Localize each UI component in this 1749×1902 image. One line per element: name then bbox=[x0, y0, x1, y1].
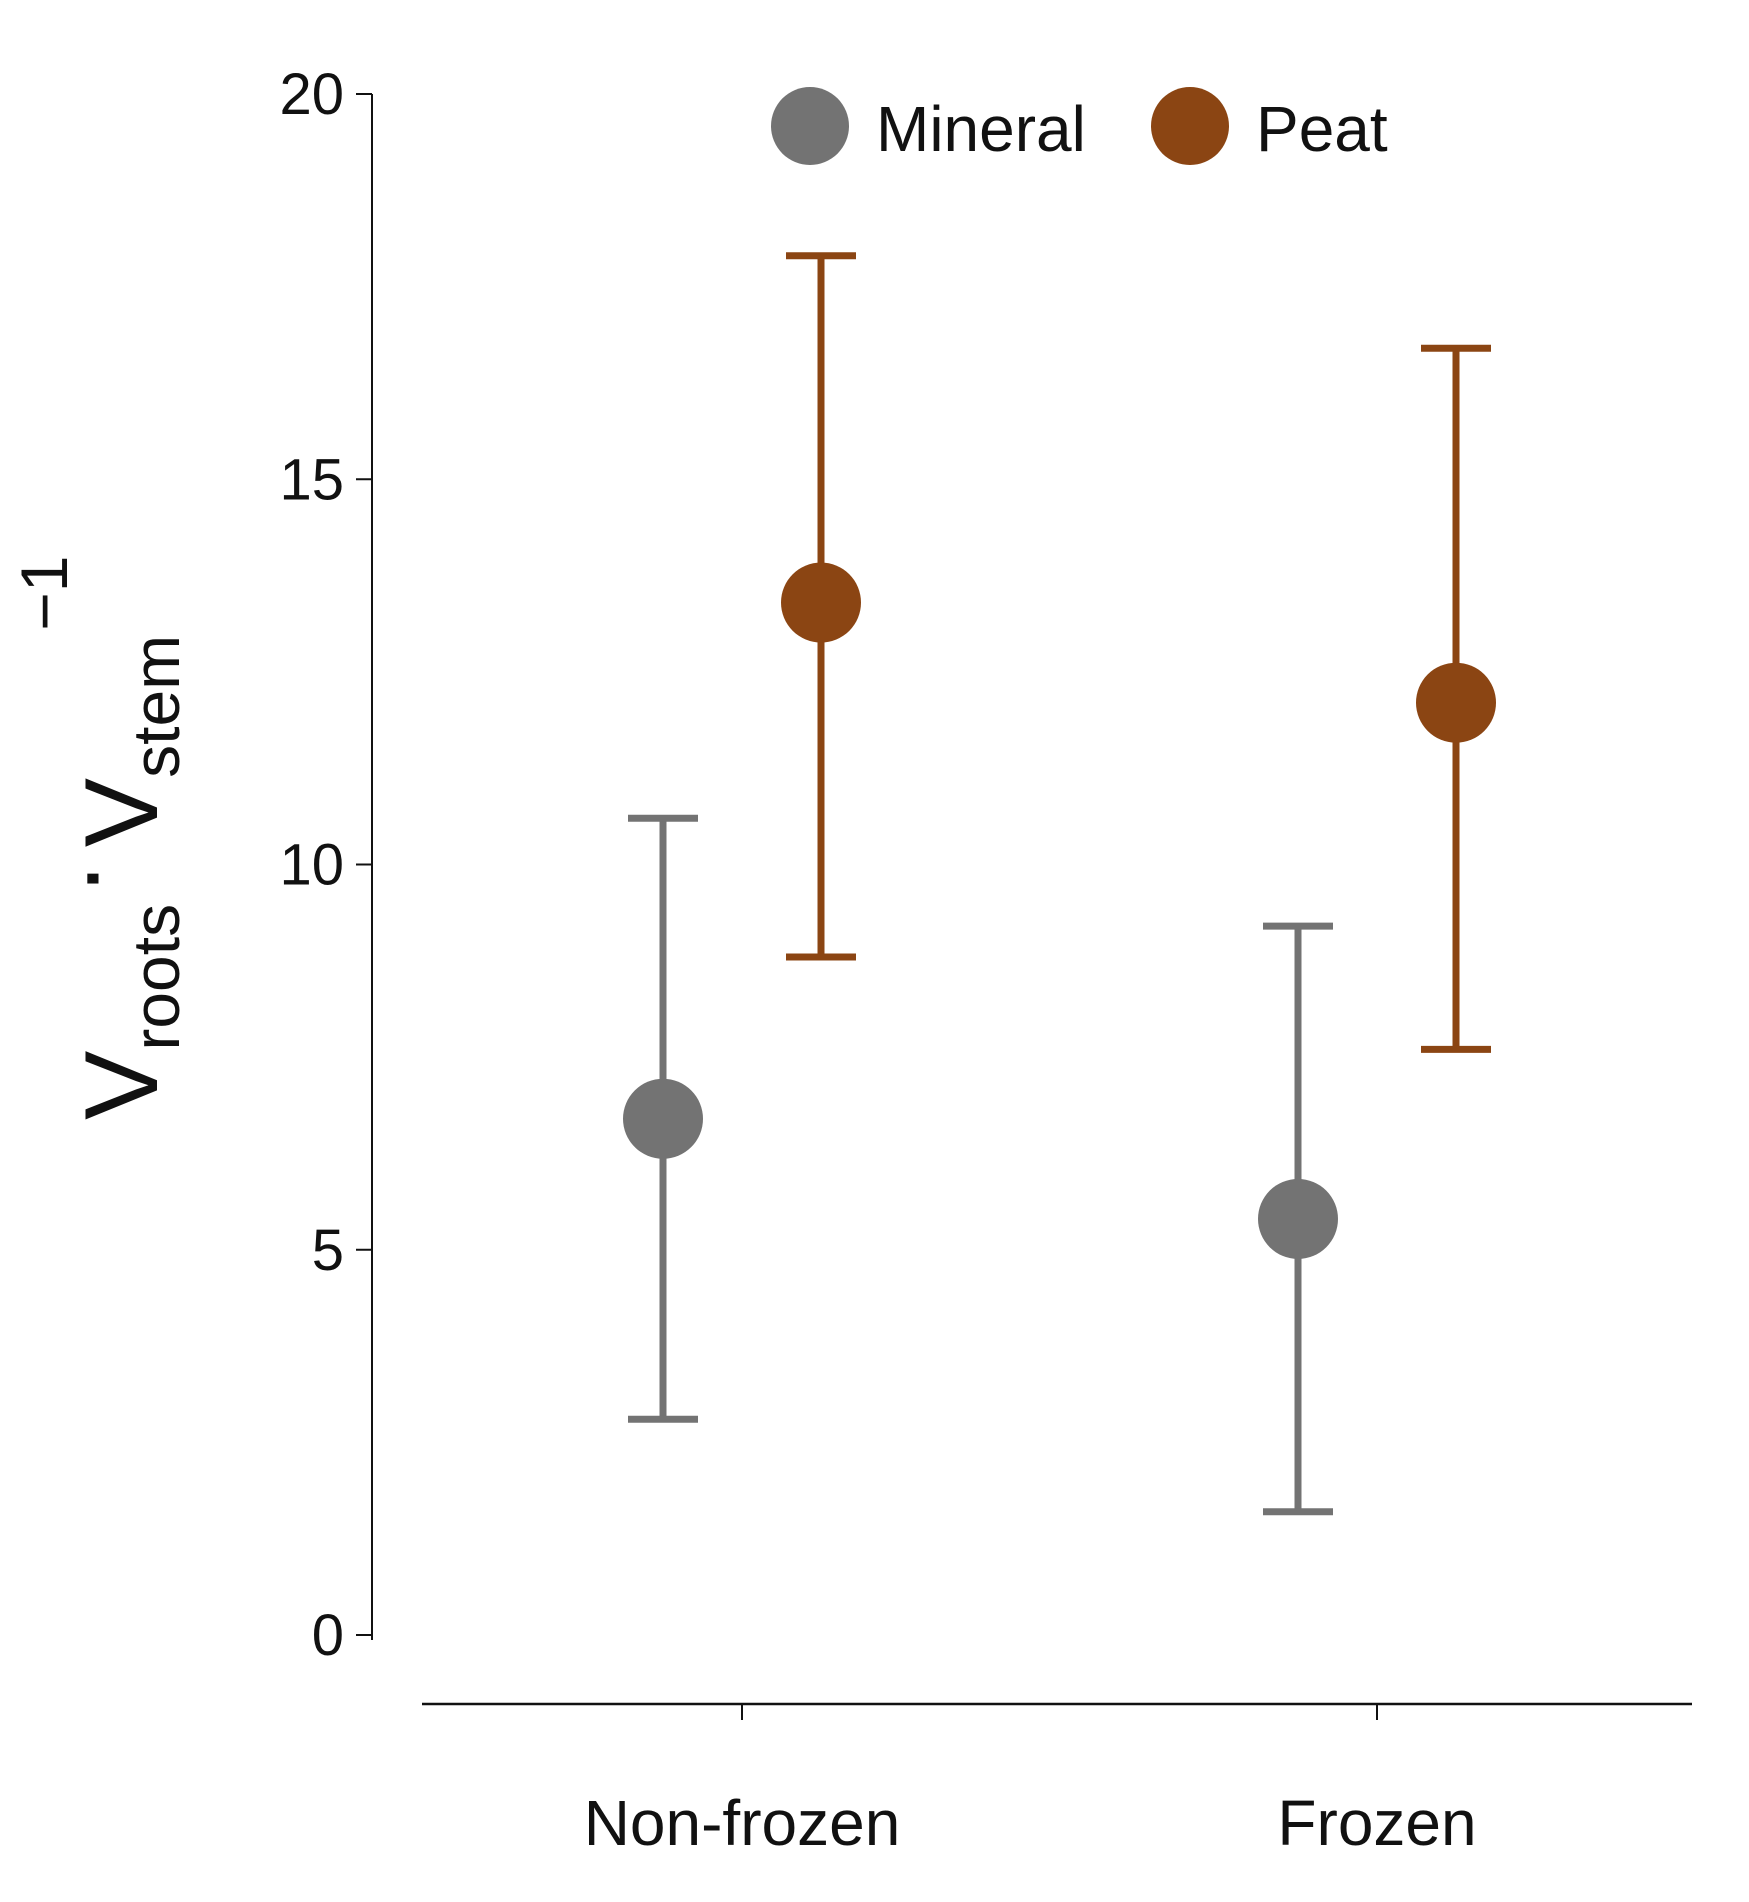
legend-marker-mineral bbox=[771, 87, 849, 165]
y-tick-label: 5 bbox=[312, 1218, 344, 1283]
y-tick-label: 0 bbox=[312, 1603, 344, 1668]
data-point-peat bbox=[1416, 662, 1496, 743]
y-ticks: 0 5 10 15 20 bbox=[279, 62, 372, 1668]
legend-marker-peat bbox=[1151, 87, 1229, 165]
data-point-mineral bbox=[623, 1078, 703, 1159]
y-tick-label: 10 bbox=[279, 833, 344, 898]
ylabel-sub-stem: stem bbox=[119, 635, 193, 778]
ylabel-v2: V bbox=[64, 778, 180, 847]
series-layer bbox=[623, 252, 1496, 1516]
ylabel-sup-minus-one: −1 bbox=[7, 556, 81, 631]
legend-label-mineral: Mineral bbox=[876, 93, 1086, 165]
ylabel-sub-roots: roots bbox=[119, 904, 193, 1051]
data-point-mineral bbox=[1258, 1178, 1338, 1259]
y-axis-label: Vroots · Vstem −1 bbox=[7, 556, 193, 1120]
ylabel-dot: · bbox=[28, 861, 144, 896]
x-ticks: Non-frozen Frozen bbox=[584, 1704, 1477, 1859]
y-tick-label: 20 bbox=[279, 62, 344, 127]
y-tick-label: 15 bbox=[279, 447, 344, 512]
legend-label-peat: Peat bbox=[1256, 93, 1388, 165]
data-point-peat bbox=[781, 562, 861, 643]
x-category-label: Non-frozen bbox=[584, 1787, 901, 1859]
ylabel-v1: V bbox=[64, 1051, 180, 1120]
x-category-label: Frozen bbox=[1277, 1787, 1476, 1859]
legend: Mineral Peat bbox=[771, 87, 1388, 165]
